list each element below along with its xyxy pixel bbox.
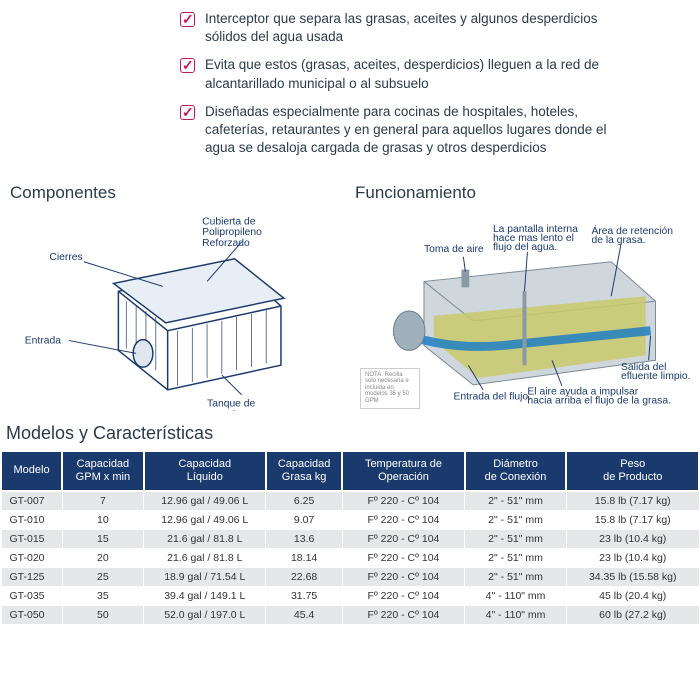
table-row: GT-0353539.4 gal / 149.1 L31.75Fº 220 - …: [1, 586, 699, 605]
table-cell: 18.9 gal / 71.54 L: [144, 567, 266, 586]
diagrams-row: Componentes: [0, 183, 700, 411]
table-cell: 39.4 gal / 149.1 L: [144, 586, 266, 605]
table-row: GT-007712.96 gal / 49.06 L6.25Fº 220 - C…: [1, 491, 699, 511]
table-cell: 2" - 51" mm: [465, 510, 567, 529]
label-toma-aire: Toma de aire: [424, 243, 484, 254]
label-salida: Salida delefluente limpio.: [621, 362, 690, 382]
table-cell: Fº 220 - Cº 104: [342, 586, 464, 605]
table-cell: 20: [62, 548, 144, 567]
label-entrada: Entrada: [25, 335, 61, 346]
table-cell: Fº 220 - Cº 104: [342, 510, 464, 529]
table-cell: 35: [62, 586, 144, 605]
table-cell: GT-007: [1, 491, 62, 511]
label-area-ret: Área de retenciónde la grasa.: [591, 224, 673, 246]
feature-text: Evita que estos (grasas, aceites, desper…: [205, 56, 620, 92]
table-cell: 25: [62, 567, 144, 586]
table-cell: GT-015: [1, 529, 62, 548]
table-cell: Fº 220 - Cº 104: [342, 491, 464, 511]
table-cell: 12.96 gal / 49.06 L: [144, 491, 266, 511]
table-cell: 2" - 51" mm: [465, 548, 567, 567]
table-cell: 22.68: [266, 567, 342, 586]
table-cell: 10: [62, 510, 144, 529]
table-cell: 12.96 gal / 49.06 L: [144, 510, 266, 529]
table-cell: 4" - 110" mm: [465, 586, 567, 605]
table-cell: 7: [62, 491, 144, 511]
table-cell: 15.8 lb (7.17 kg): [566, 510, 699, 529]
label-cierres: Cierres: [49, 251, 82, 262]
label-aire-impulsa: El aire ayuda a impulsarhacia arriba el …: [527, 386, 671, 406]
table-header: Temperatura deOperación: [342, 451, 464, 491]
table-cell: Fº 220 - Cº 104: [342, 605, 464, 624]
label-cubierta: Cubierta dePolipropilenoReforzado: [202, 216, 262, 249]
table-cell: 13.6: [266, 529, 342, 548]
feature-text: Interceptor que separa las grasas, aceit…: [205, 10, 620, 46]
table-cell: 21.6 gal / 81.8 L: [144, 548, 266, 567]
label-tanque: Tanque deuna pieza: [207, 398, 255, 410]
table-cell: 6.25: [266, 491, 342, 511]
models-title: Modelos y Características: [0, 411, 700, 450]
table-row: GT-0151521.6 gal / 81.8 L13.6Fº 220 - Cº…: [1, 529, 699, 548]
table-header: CapacidadLíquido: [144, 451, 266, 491]
label-pantalla: La pantalla internahace mas lento elfluj…: [493, 224, 578, 253]
table-header: Pesode Producto: [566, 451, 699, 491]
functioning-title: Funcionamiento: [355, 183, 690, 203]
table-cell: 21.6 gal / 81.8 L: [144, 529, 266, 548]
feature-text: Diseñadas especialmente para cocinas de …: [205, 103, 620, 158]
table-cell: 50: [62, 605, 144, 624]
table-header: CapacidadGPM x min: [62, 451, 144, 491]
table-cell: 45.4: [266, 605, 342, 624]
table-header-row: ModeloCapacidadGPM x minCapacidadLíquido…: [1, 451, 699, 491]
label-entrada-flujo: Entrada del flujo.: [454, 391, 532, 402]
table-cell: 34.35 lb (15.58 kg): [566, 567, 699, 586]
table-row: GT-0505052.0 gal / 197.0 L45.4Fº 220 - C…: [1, 605, 699, 624]
components-title: Componentes: [10, 183, 345, 203]
check-icon: [180, 12, 195, 27]
table-cell: 23 lb (10.4 kg): [566, 529, 699, 548]
table-header: CapacidadGrasa kg: [266, 451, 342, 491]
table-cell: GT-020: [1, 548, 62, 567]
table-cell: GT-050: [1, 605, 62, 624]
check-icon: [180, 58, 195, 73]
table-body: GT-007712.96 gal / 49.06 L6.25Fº 220 - C…: [1, 491, 699, 625]
table-cell: 23 lb (10.4 kg): [566, 548, 699, 567]
table-cell: GT-010: [1, 510, 62, 529]
table-cell: 31.75: [266, 586, 342, 605]
feature-item: Evita que estos (grasas, aceites, desper…: [180, 56, 620, 92]
table-cell: GT-125: [1, 567, 62, 586]
table-row: GT-0202021.6 gal / 81.8 L18.14Fº 220 - C…: [1, 548, 699, 567]
table-cell: 2" - 51" mm: [465, 529, 567, 548]
functioning-diagram: Toma de aire La pantalla internahace mas…: [355, 211, 690, 411]
table-cell: 45 lb (20.4 kg): [566, 586, 699, 605]
table-cell: 4" - 110" mm: [465, 605, 567, 624]
table-cell: 52.0 gal / 197.0 L: [144, 605, 266, 624]
feature-item: Interceptor que separa las grasas, aceit…: [180, 10, 620, 46]
features-list: Interceptor que separa las grasas, aceit…: [0, 0, 700, 183]
table-cell: 2" - 51" mm: [465, 491, 567, 511]
models-table: ModeloCapacidadGPM x minCapacidadLíquido…: [0, 450, 700, 625]
components-diagram: Cierres Cubierta dePolipropilenoReforzad…: [10, 211, 345, 411]
table-cell: 18.14: [266, 548, 342, 567]
table-header: Modelo: [1, 451, 62, 491]
table-cell: GT-035: [1, 586, 62, 605]
table-cell: 15.8 lb (7.17 kg): [566, 491, 699, 511]
feature-item: Diseñadas especialmente para cocinas de …: [180, 103, 620, 158]
table-row: GT-1252518.9 gal / 71.54 L22.68Fº 220 - …: [1, 567, 699, 586]
table-cell: 15: [62, 529, 144, 548]
table-cell: 60 lb (27.2 kg): [566, 605, 699, 624]
table-cell: 2" - 51" mm: [465, 567, 567, 586]
table-header: Diámetrode Conexión: [465, 451, 567, 491]
table-cell: Fº 220 - Cº 104: [342, 567, 464, 586]
check-icon: [180, 105, 195, 120]
table-row: GT-0101012.96 gal / 49.06 L9.07Fº 220 - …: [1, 510, 699, 529]
table-cell: Fº 220 - Cº 104: [342, 529, 464, 548]
table-cell: 9.07: [266, 510, 342, 529]
note-box: NOTA: Recilla solo necesaria e incluida …: [360, 368, 420, 409]
table-cell: Fº 220 - Cº 104: [342, 548, 464, 567]
